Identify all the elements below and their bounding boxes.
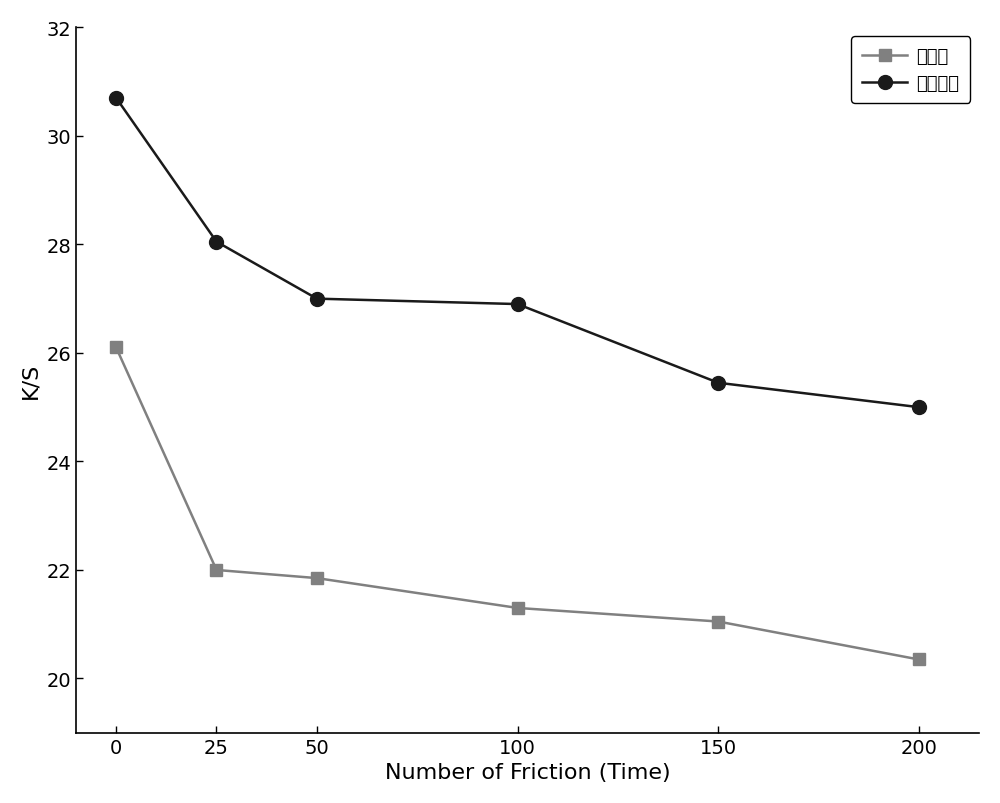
柔软整理	[210, 238, 222, 247]
Line: 原织物: 原织物	[111, 343, 925, 665]
柔软整理	[712, 378, 724, 388]
柔软整理	[110, 94, 122, 104]
柔软整理	[913, 403, 925, 413]
X-axis label: Number of Friction (Time): Number of Friction (Time)	[385, 762, 670, 782]
原织物	[311, 573, 323, 583]
原织物	[210, 565, 222, 575]
柔软整理	[311, 295, 323, 304]
原织物	[712, 617, 724, 626]
Legend: 原织物, 柔软整理: 原织物, 柔软整理	[851, 37, 970, 104]
原织物	[913, 655, 925, 665]
原织物	[512, 603, 524, 613]
Line: 柔软整理: 柔软整理	[109, 92, 926, 414]
Y-axis label: K/S: K/S	[21, 362, 41, 398]
原织物	[110, 343, 122, 353]
柔软整理	[512, 300, 524, 309]
